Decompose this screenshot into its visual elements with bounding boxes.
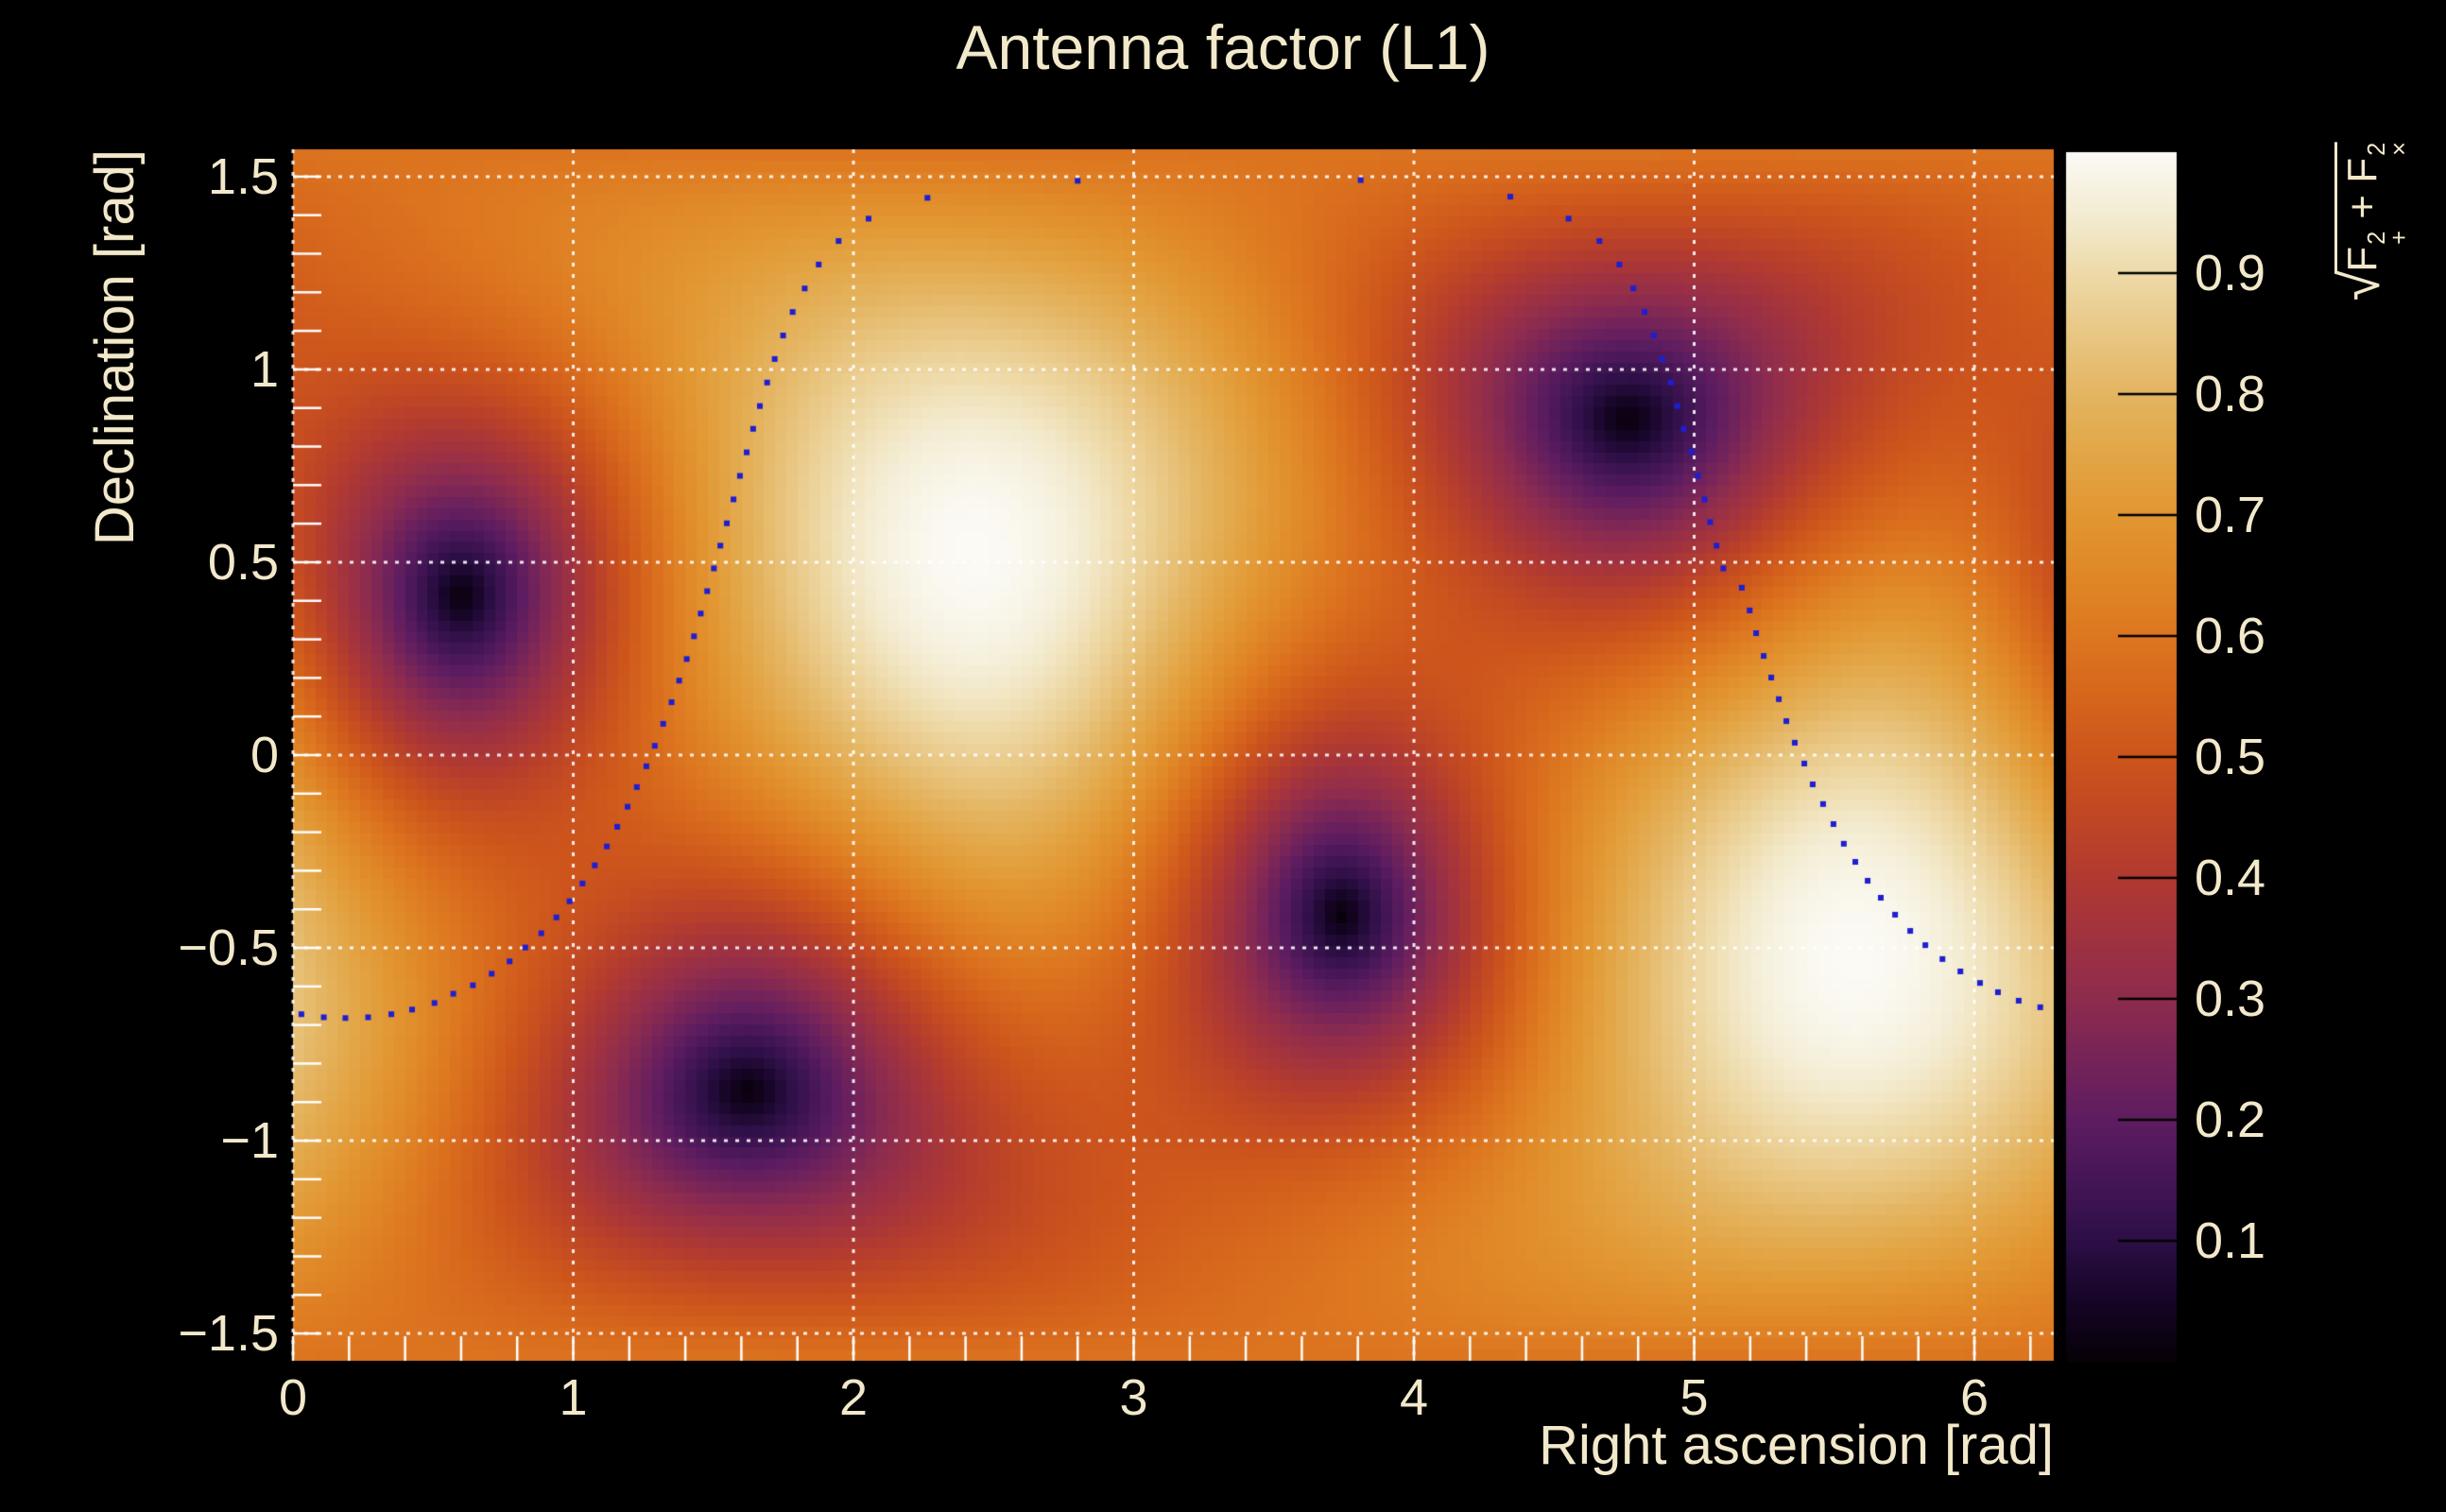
colorbar-tick-label: 0.2	[2195, 1091, 2266, 1148]
x-tick-label: 0	[278, 1369, 308, 1426]
colorbar-tick-label: 0.3	[2195, 971, 2266, 1027]
y-tick-label: 1.5	[207, 147, 279, 205]
y-axis-title: Declination [rad]	[84, 149, 146, 546]
radical-sign-icon: √	[2328, 269, 2391, 301]
colorbar-tick-label: 0.9	[2195, 245, 2266, 301]
y-tick-label: 1	[250, 340, 279, 398]
y-tick-label: 0.5	[207, 533, 279, 591]
y-tick-label: −0.5	[178, 919, 279, 977]
colorbar-tick-label: 0.5	[2195, 729, 2266, 785]
x-tick-label: 2	[838, 1369, 869, 1426]
colorbar-tick-label: 0.8	[2195, 366, 2266, 422]
x-tick-label: 1	[559, 1369, 588, 1426]
y-tick-label: −1.5	[178, 1305, 279, 1363]
y-tick-label: −1	[220, 1112, 279, 1170]
colorbar-tick-label: 0.1	[2195, 1212, 2266, 1269]
x-tick-label: 6	[1959, 1369, 1990, 1426]
colorbar-tick-label: 0.4	[2195, 850, 2266, 906]
page-title: Antenna factor (L1)	[956, 12, 1490, 82]
colorbar-tick-label: 0.6	[2195, 608, 2266, 664]
colorbar-title: √ F 2 + + F 2 ×	[2328, 142, 2413, 301]
x-tick-label: 4	[1399, 1369, 1429, 1426]
colorbar-tick-label: 0.7	[2195, 487, 2266, 543]
y-tick-label: 0	[250, 727, 279, 783]
x-axis-title: Right ascension [rad]	[1539, 1415, 2054, 1476]
x-tick-label: 5	[1679, 1369, 1709, 1426]
x-tick-label: 3	[1119, 1369, 1148, 1426]
colorbar-formula: F 2 + + F 2 ×	[2334, 142, 2413, 272]
